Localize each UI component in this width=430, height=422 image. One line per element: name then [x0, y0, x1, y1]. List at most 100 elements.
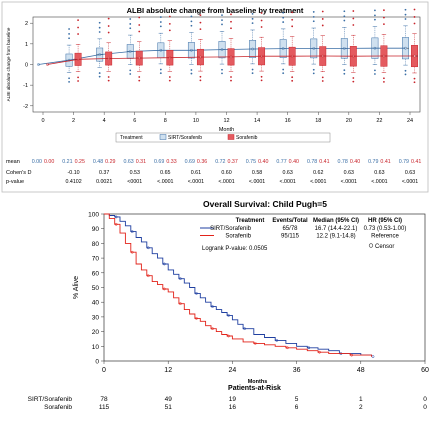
km-censor-mark — [146, 246, 150, 250]
at-risk-row-label: SIRT/Sorafenib — [28, 396, 73, 403]
km-censor-mark — [243, 327, 246, 331]
table-mean-value: 0.00 — [32, 159, 42, 165]
outlier-point — [221, 72, 223, 75]
outlier-point — [159, 16, 162, 18]
legend-swatch — [159, 134, 167, 140]
outlier-point — [352, 10, 355, 12]
table-mean-value: 0.78 — [307, 159, 317, 165]
outlier-point — [190, 15, 193, 18]
table-cohen-value: 0.60 — [221, 170, 231, 176]
outlier-point — [413, 81, 416, 84]
table-p-value: 0.0021 — [96, 179, 112, 185]
top-chart-table: mean Cohen's D p-value 0.00 0.00 0.21 0.25 -0.1… — [6, 159, 421, 185]
at-risk-value: 0 — [423, 404, 427, 411]
km-censor-mark — [307, 346, 311, 350]
top-legend: Treatment SIRT/Sorafenib Sorafenib — [115, 132, 331, 143]
table-mean-value: 0.48 — [93, 159, 103, 165]
km-censor-mark — [253, 342, 257, 345]
outlier-point — [260, 26, 263, 28]
outlier-point — [321, 18, 324, 20]
x-tick-label: 2 — [72, 118, 75, 124]
outlier-point — [159, 72, 162, 75]
outlier-point — [282, 16, 285, 19]
km-censor-mark — [211, 305, 214, 308]
x-tick-label: 16 — [285, 118, 291, 124]
km-censor-mark — [195, 317, 198, 320]
table-p-value: <.0001 — [341, 179, 357, 185]
km-censor-mark — [275, 339, 279, 342]
outlier-point — [129, 23, 132, 25]
km-y-tick-label: 60 — [92, 270, 100, 277]
outlier-point — [343, 72, 346, 75]
table-mean-value: 0.29 — [105, 159, 115, 165]
km-censor-mark — [179, 277, 182, 281]
y-axis-label: ALBI absolute change from baseline — [6, 27, 11, 101]
table-cohen-label: Cohen's D — [6, 170, 32, 176]
outlier-point — [107, 17, 110, 20]
table-p-value: <.0001 — [188, 179, 204, 185]
km-legend-median: 16.7 (14.4-22.1) — [315, 226, 358, 232]
table-mean-value: 0.41 — [380, 159, 390, 165]
y-tick-label: 1 — [25, 42, 28, 48]
at-risk-value: 78 — [100, 396, 108, 403]
outlier-point — [374, 18, 376, 21]
outlier-point — [107, 79, 110, 82]
outlier-point — [230, 13, 232, 16]
outlier-point — [199, 28, 202, 31]
km-logrank: Logrank P-value: 0.0505 — [202, 246, 268, 252]
table-cohen-value: 0.53 — [130, 170, 140, 176]
outlier-point — [98, 31, 101, 33]
outlier-point — [343, 10, 346, 13]
outlier-point — [251, 17, 254, 20]
outlier-point — [190, 72, 193, 75]
km-censor-mark — [350, 353, 353, 357]
outlier-point — [291, 25, 294, 28]
table-cohen-value: 0.62 — [313, 170, 323, 176]
table-mean-value: 0.77 — [276, 159, 286, 165]
km-censor-mark — [163, 262, 166, 266]
km-legend-events: 65/78 — [282, 226, 298, 232]
km-y-tick-label: 30 — [92, 314, 100, 321]
outlier-point — [77, 76, 79, 79]
outlier-point — [343, 19, 346, 22]
km-x-axis-label: Months — [248, 379, 268, 385]
outlier-point — [260, 12, 263, 14]
outlier-point — [251, 22, 254, 25]
km-survival-curve — [104, 213, 372, 357]
outlier-point — [404, 8, 407, 11]
outlier-point — [68, 28, 70, 30]
outlier-point — [77, 33, 79, 35]
km-y-tick-label: 20 — [92, 329, 100, 336]
outlier-point — [282, 72, 285, 75]
at-risk-value: 2 — [359, 404, 363, 411]
mean-trend-line — [38, 47, 406, 65]
outlier-point — [98, 26, 101, 29]
outlier-point — [251, 72, 254, 75]
km-censor-mark — [114, 215, 118, 219]
outlier-point — [291, 11, 294, 14]
table-mean-value: 0.40 — [350, 159, 360, 165]
table-mean-value: 0.41 — [319, 159, 329, 165]
km-y-tick-label: 10 — [92, 344, 100, 351]
x-tick-label: 8 — [164, 118, 167, 124]
at-risk-value: 5 — [295, 396, 299, 403]
x-tick-label: 6 — [133, 118, 136, 124]
outlier-point — [190, 20, 193, 23]
outlier-point — [129, 27, 132, 30]
outlier-point — [352, 80, 355, 83]
km-x-tick-label: 0 — [102, 367, 106, 374]
km-legend-events: 95/115 — [281, 234, 300, 240]
km-censor-mark — [318, 350, 321, 354]
outlier-point — [107, 25, 110, 27]
outlier-point — [404, 73, 407, 76]
outlier-point — [98, 72, 101, 74]
outlier-point — [98, 21, 101, 24]
outlier-point — [352, 17, 355, 20]
outlier-point — [230, 79, 232, 82]
km-x-tick-label: 24 — [229, 367, 237, 374]
km-x-tick-label: 60 — [421, 367, 429, 374]
table-mean-value: 0.21 — [62, 159, 72, 165]
outlier-point — [168, 15, 171, 18]
km-y-axis-label: % Alive — [73, 276, 80, 299]
